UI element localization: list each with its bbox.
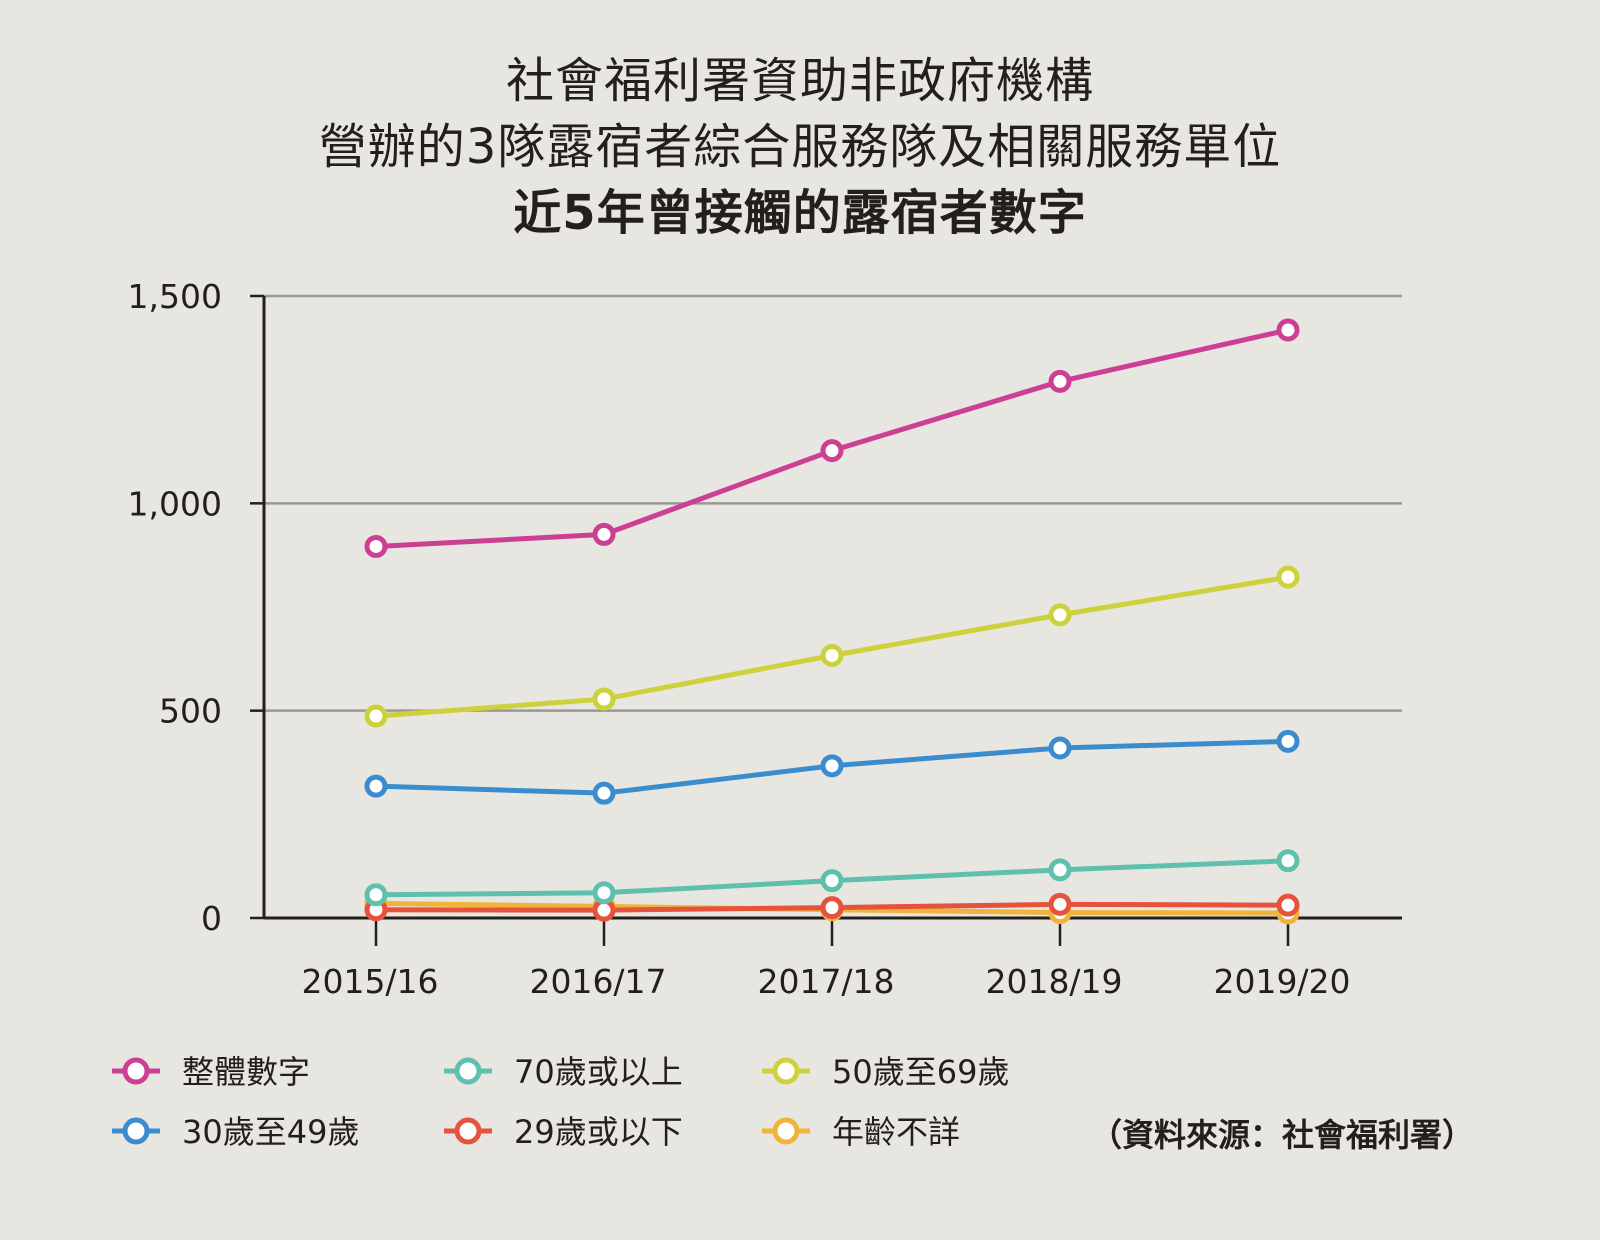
legend-marker <box>772 1117 800 1145</box>
legend: 整體數字 70歲或以上 50歲至69歲 30歲至49歲 29歲或以下 年齡不詳 <box>112 1053 1009 1151</box>
data-point <box>592 781 616 805</box>
chart-title: 社會福利署資助非政府機構 營辦的3隊露宿者綜合服務隊及相關服務單位 近5年曾接觸… <box>0 48 1600 246</box>
x-tick-label: 2017/18 <box>757 962 894 1001</box>
data-point <box>1048 858 1072 882</box>
data-point <box>820 754 844 778</box>
series-70歲或以上 <box>364 849 1300 907</box>
title-line-1: 社會福利署資助非政府機構 <box>505 53 1094 109</box>
legend-item: 29歲或以下 <box>444 1113 683 1151</box>
data-point <box>1276 729 1300 753</box>
y-tick-label: 0 <box>201 899 222 938</box>
data-point <box>364 774 388 798</box>
legend-label: 50歲至69歲 <box>832 1053 1009 1091</box>
legend-marker <box>122 1117 150 1145</box>
data-point <box>1048 369 1072 393</box>
x-tick-labels: 2015/16 2016/17 2017/18 2018/19 2019/20 <box>301 962 1350 1001</box>
legend-marker <box>772 1057 800 1085</box>
data-point <box>820 896 844 920</box>
x-tick-label: 2015/16 <box>301 962 438 1001</box>
legend-label: 年齡不詳 <box>832 1113 960 1151</box>
legend-marker <box>454 1117 482 1145</box>
data-point <box>1048 736 1072 760</box>
data-point <box>592 687 616 711</box>
data-point <box>364 534 388 558</box>
legend-item: 70歲或以上 <box>444 1053 683 1091</box>
legend-item: 30歲至49歲 <box>112 1113 359 1151</box>
data-point <box>364 883 388 907</box>
source-note: （資料來源：社會福利署） <box>1090 1116 1475 1154</box>
legend-item: 整體數字 <box>112 1053 310 1091</box>
series-整體數字 <box>364 318 1300 558</box>
y-tick-label: 1,000 <box>128 484 222 523</box>
data-point <box>592 881 616 905</box>
data-point <box>1276 893 1300 917</box>
title-line-2: 營辦的3隊露宿者綜合服務隊及相關服務單位 <box>318 119 1282 175</box>
x-tick-label: 2018/19 <box>985 962 1122 1001</box>
series-lines <box>364 318 1300 925</box>
x-tick-label: 2019/20 <box>1213 962 1350 1001</box>
series-30歲至49歲 <box>364 729 1300 805</box>
legend-marker <box>122 1057 150 1085</box>
data-point <box>592 522 616 546</box>
data-point <box>1048 603 1072 627</box>
legend-label: 70歲或以上 <box>514 1053 683 1091</box>
series-line <box>375 327 1289 549</box>
data-point <box>1276 318 1300 342</box>
data-point <box>1048 892 1072 916</box>
x-tick-label: 2016/17 <box>529 962 666 1001</box>
title-line-3: 近5年曾接觸的露宿者數字 <box>513 185 1087 241</box>
data-point <box>820 439 844 463</box>
legend-marker <box>454 1057 482 1085</box>
y-tick-label: 500 <box>159 692 222 731</box>
legend-item: 50歲至69歲 <box>762 1053 1009 1091</box>
legend-label: 29歲或以下 <box>514 1113 683 1151</box>
data-point <box>1276 565 1300 589</box>
legend-label: 30歲至49歲 <box>182 1113 359 1151</box>
data-point <box>820 869 844 893</box>
series-50歲至69歲 <box>364 565 1300 728</box>
y-tick-label: 1,500 <box>128 277 222 316</box>
y-tick-labels: 0 500 1,000 1,500 <box>128 277 222 938</box>
legend-item: 年齡不詳 <box>762 1113 960 1151</box>
data-point <box>820 644 844 668</box>
data-point <box>1276 849 1300 873</box>
data-point <box>364 704 388 728</box>
axes <box>250 294 1402 946</box>
legend-label: 整體數字 <box>182 1053 310 1091</box>
